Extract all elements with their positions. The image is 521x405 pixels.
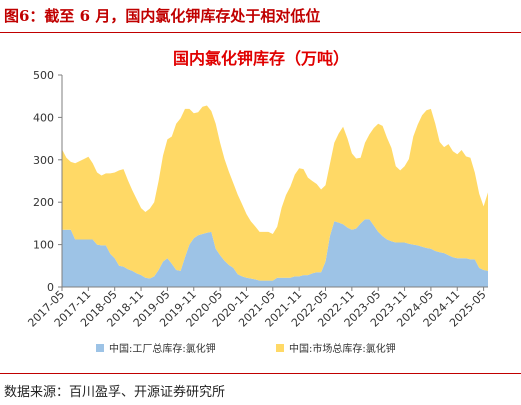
series-area-factory [62, 219, 488, 287]
legend: 中国:工厂总库存:氯化钾 中国:市场总库存:氯化钾 [96, 342, 396, 355]
y-tick-label: 500 [33, 69, 54, 82]
chart: 国内氯化钾库存（万吨） 01002003004005002017-052017-… [25, 49, 488, 355]
legend-label-factory: 中国:工厂总库存:氯化钾 [109, 342, 216, 355]
figure-label: 图6：截至 6 月，国内氯化钾库存处于相对低位 [4, 7, 321, 25]
y-tick-label: 0 [47, 281, 54, 294]
chart-title: 国内氯化钾库存（万吨） [173, 49, 349, 68]
legend-swatch-factory [96, 344, 104, 352]
y-tick-label: 400 [33, 111, 54, 124]
legend-label-market: 中国:市场总库存:氯化钾 [289, 342, 396, 355]
bottom-rule [0, 373, 521, 374]
source-note: 数据来源：百川盈孚、开源证券研究所 [4, 385, 226, 400]
top-rule [0, 32, 521, 33]
y-tick-label: 200 [33, 196, 54, 209]
y-tick-label: 300 [33, 154, 54, 167]
legend-swatch-market [276, 344, 284, 352]
series-area-market [62, 105, 488, 281]
y-tick-label: 100 [33, 239, 54, 252]
series-layer [62, 105, 488, 287]
